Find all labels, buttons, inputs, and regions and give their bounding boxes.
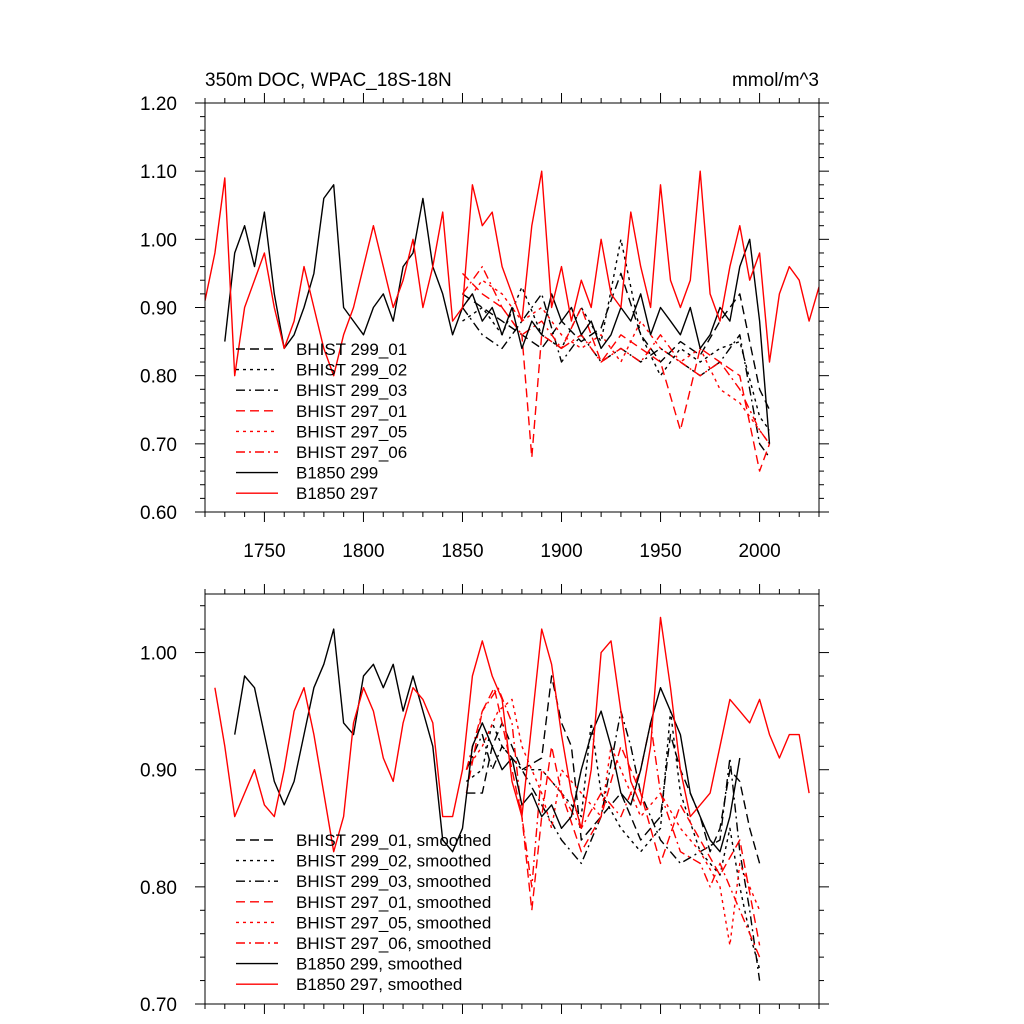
bottom-series-7 bbox=[214, 616, 810, 853]
top-series-7 bbox=[205, 170, 819, 377]
top-legend-label-5: BHIST 297_06 bbox=[296, 443, 407, 462]
top-legend-label-6: B1850 299 bbox=[296, 464, 378, 483]
top-panel: 350m DOC, WPAC_18S-18N mmol/m^3 1750 1800… bbox=[140, 70, 829, 562]
bottom-series-5 bbox=[465, 687, 761, 958]
bottom-legend-label-0: BHIST 299_01, smoothed bbox=[296, 831, 491, 850]
top-series-0 bbox=[462, 272, 771, 411]
bottom-legend-label-1: BHIST 299_02, smoothed bbox=[296, 852, 491, 871]
top-xtick-label-1950: 1950 bbox=[639, 541, 681, 562]
bottom-series-3 bbox=[465, 687, 761, 946]
top-legend-label-7: B1850 297 bbox=[296, 484, 378, 503]
top-title: 350m DOC, WPAC_18S-18N bbox=[205, 70, 452, 91]
top-ytick-label: 0.70 bbox=[140, 435, 177, 456]
top-ytick-label: 1.20 bbox=[140, 94, 177, 115]
top-legend-label-4: BHIST 297_05 bbox=[296, 422, 407, 441]
bottom-legend: BHIST 299_01, smoothed BHIST 299_02, smoo… bbox=[236, 831, 491, 994]
bottom-series-2 bbox=[465, 710, 761, 981]
bottom-panel: 0.700.800.901.00 BHIST 299_01, smoothedB… bbox=[140, 584, 829, 1016]
top-ytick-label: 0.60 bbox=[140, 503, 177, 524]
top-ytick-label: 1.00 bbox=[140, 230, 177, 251]
top-ticks: 1750 1800 1850 1900 1950 2000 0.60 0.70 0.80 0.90… bbox=[140, 93, 829, 562]
bottom-series bbox=[214, 616, 810, 981]
bottom-ytick-label: 0.90 bbox=[140, 761, 177, 782]
bottom-legend-label-3: BHIST 297_01, smoothed bbox=[296, 893, 491, 912]
top-legend-label-3: BHIST 297_01 bbox=[296, 402, 407, 421]
top-xtick-label-1850: 1850 bbox=[441, 541, 483, 562]
bottom-series-6 bbox=[234, 628, 741, 853]
bottom-legend-label-2: BHIST 299_03, smoothed bbox=[296, 872, 491, 891]
bottom-legend-label-7: B1850 297, smoothed bbox=[296, 975, 462, 994]
top-xtick-label-2000: 2000 bbox=[738, 541, 780, 562]
top-xtick-label-1900: 1900 bbox=[540, 541, 582, 562]
bottom-legend-label-6: B1850 299, smoothed bbox=[296, 955, 462, 974]
bottom-legend-label-4: BHIST 297_05, smoothed bbox=[296, 913, 491, 932]
top-series-6 bbox=[224, 184, 771, 444]
top-ytick-label: 0.90 bbox=[140, 299, 177, 320]
bottom-ticks: 0.70 0.80 0.90 1.00 bbox=[140, 584, 829, 1016]
bottom-ytick-label: 0.70 bbox=[140, 995, 177, 1016]
bottom-legend-label-5: BHIST 297_06, smoothed bbox=[296, 934, 491, 953]
bottom-series-4 bbox=[465, 698, 761, 947]
top-series-1 bbox=[462, 238, 771, 431]
top-ytick-label: 0.80 bbox=[140, 367, 177, 388]
top-series-5 bbox=[461, 265, 771, 445]
top-units: mmol/m^3 bbox=[732, 70, 819, 91]
top-xtick-label-1750: 1750 bbox=[243, 541, 285, 562]
top-xtick-label-1800: 1800 bbox=[342, 541, 384, 562]
bottom-ytick-label: 1.00 bbox=[140, 644, 177, 665]
top-legend-label-0: BHIST 299_01 bbox=[296, 340, 407, 359]
top-legend-label-1: BHIST 299_02 bbox=[296, 361, 407, 380]
top-legend-label-2: BHIST 299_03 bbox=[296, 381, 407, 400]
top-series bbox=[205, 170, 819, 472]
bottom-plot-frame bbox=[204, 593, 820, 1005]
top-ytick-label: 1.10 bbox=[140, 162, 177, 183]
bottom-ytick-label: 0.80 bbox=[140, 878, 177, 899]
top-series-3 bbox=[461, 272, 771, 472]
top-plot-frame bbox=[204, 102, 820, 513]
